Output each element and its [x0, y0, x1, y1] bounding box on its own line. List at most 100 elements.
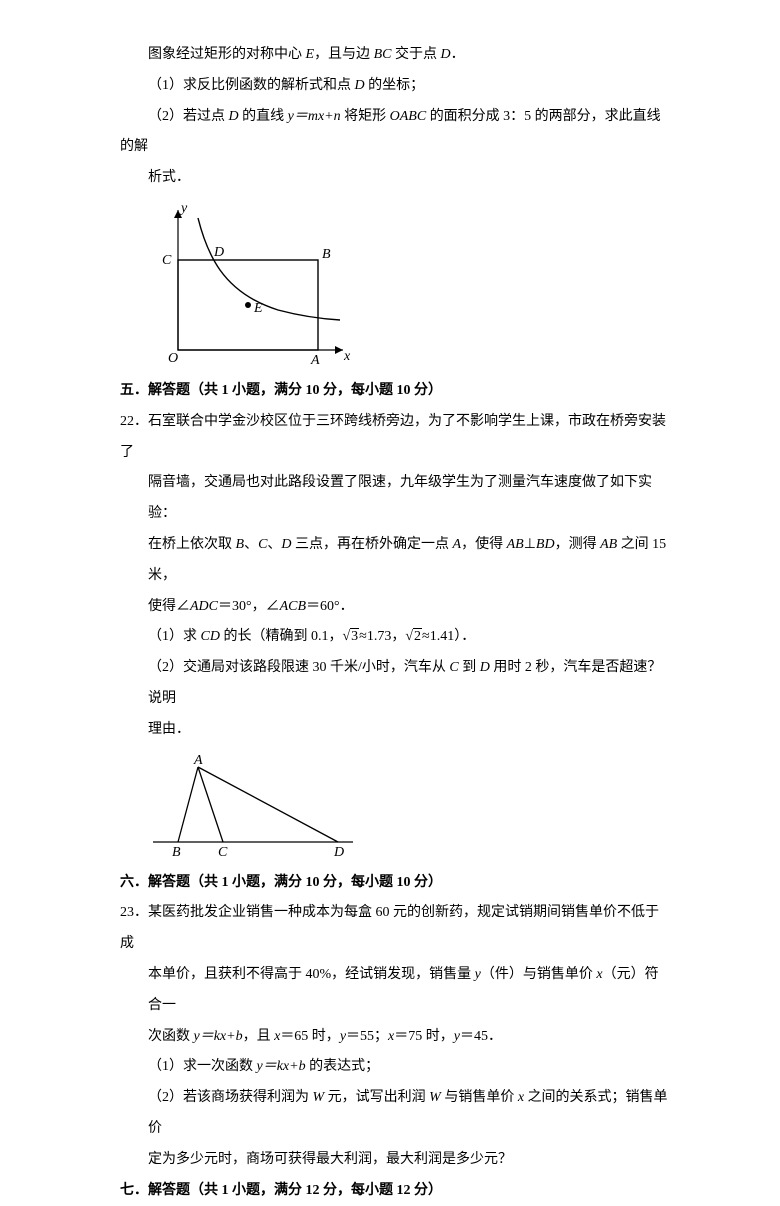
q22-line2: 隔音墙，交通局也对此路段设置了限速，九年级学生为了测量汽车速度做了如下实验：: [120, 468, 670, 530]
var-ADC: ADC: [190, 599, 218, 614]
text: ，且与边: [314, 47, 374, 62]
q21-stem-cont: 图象经过矩形的对称中心 E，且与边 BC 交于点 D．: [120, 40, 670, 71]
section-6-heading: 六．解答题（共 1 小题，满分 10 分，每小题 10 分）: [120, 868, 670, 899]
label-C: C: [218, 845, 228, 860]
text: 、: [267, 537, 281, 552]
q22-sub2-line2: 理由．: [120, 715, 670, 746]
text: 交于点: [391, 47, 440, 62]
q21-figure: y x O A B C D E: [148, 200, 670, 370]
var-CD: CD: [201, 629, 220, 644]
heading-text: 七．解答题（共 1 小题，满分 12 分，每小题 12 分）: [120, 1183, 442, 1198]
text: 在桥上依次取: [148, 537, 236, 552]
eq: y＝mx+n: [288, 109, 341, 124]
eq: y＝kx+b: [194, 1029, 243, 1044]
sqrt3: √3: [342, 622, 359, 653]
q22-sub2-line1: （2）交通局对该路段限速 30 千米/小时，汽车从 C 到 D 用时 2 秒，汽…: [120, 653, 670, 715]
label-A: A: [310, 353, 320, 368]
text: 的表达式；: [306, 1059, 380, 1074]
text: 析式．: [148, 170, 190, 185]
text: ＝60°．: [306, 599, 354, 614]
label-B: B: [322, 247, 331, 262]
q21-continuation: 图象经过矩形的对称中心 E，且与边 BC 交于点 D． （1）求反比例函数的解析…: [120, 40, 670, 194]
var-D: D: [281, 537, 291, 552]
label-A: A: [193, 753, 203, 768]
q22-sub1: （1）求 CD 的长（精确到 0.1，√3≈1.73，√2≈1.41）．: [120, 622, 670, 653]
var-AB: AB: [600, 537, 617, 552]
var-D: D: [440, 47, 450, 62]
text: ≈1.41）．: [422, 629, 475, 644]
q23: 23．某医药批发企业销售一种成本为每盒 60 元的创新药，规定试销期间销售单价不…: [120, 898, 670, 1175]
var-D: D: [229, 109, 239, 124]
text: 隔音墙，交通局也对此路段设置了限速，九年级学生为了测量汽车速度做了如下实验：: [148, 475, 652, 521]
text: 的直线: [239, 109, 288, 124]
heading-text: 六．解答题（共 1 小题，满分 10 分，每小题 10 分）: [120, 875, 442, 890]
q21-sub2-line2: 析式．: [120, 163, 670, 194]
text: （1）求一次函数: [148, 1059, 257, 1074]
text: 22．石室联合中学金沙校区位于三环跨线桥旁边，为了不影响学生上课，市政在桥旁安装…: [120, 414, 666, 460]
label-O: O: [168, 351, 178, 366]
text: 图象经过矩形的对称中心: [148, 47, 306, 62]
text: 三点，再在桥外确定一点: [292, 537, 453, 552]
text: 定为多少元时，商场可获得最大利润，最大利润是多少元？: [148, 1152, 512, 1167]
text: 使得∠: [148, 599, 190, 614]
q22-line3: 在桥上依次取 B、C、D 三点，再在桥外确定一点 A，使得 AB⊥BD，测得 A…: [120, 530, 670, 592]
section-7-heading: 七．解答题（共 1 小题，满分 12 分，每小题 12 分）: [120, 1176, 670, 1206]
heading-text: 五．解答题（共 1 小题，满分 10 分，每小题 10 分）: [120, 383, 442, 398]
text: ＝55；: [346, 1029, 388, 1044]
text: ．: [451, 47, 465, 62]
text: （1）求反比例函数的解析式和点: [148, 78, 355, 93]
text: 理由．: [148, 722, 190, 737]
text: （2）交通局对该路段限速 30 千米/小时，汽车从: [148, 660, 449, 675]
var-A: A: [453, 537, 462, 552]
text: （件）与销售单价: [481, 967, 597, 982]
text: ＝75 时，: [394, 1029, 454, 1044]
q22-figure: A B C D: [148, 752, 670, 862]
q21-sub1: （1）求反比例函数的解析式和点 D 的坐标；: [120, 71, 670, 102]
text: 、: [244, 537, 258, 552]
var-ACB: ACB: [280, 599, 306, 614]
q23-line3: 次函数 y＝kx+b，且 x＝65 时，y＝55；x＝75 时，y＝45．: [120, 1022, 670, 1053]
triangle-figure: A B C D: [148, 752, 358, 862]
text: ＝30°，∠: [218, 599, 280, 614]
sqrt3-val: 3: [350, 628, 359, 644]
label-D: D: [333, 845, 344, 860]
text: 到: [459, 660, 480, 675]
text: 的长（精确到 0.1，: [220, 629, 343, 644]
text: ＝65 时，: [280, 1029, 340, 1044]
text: 本单价，且获利不得高于 40%，经试销发现，销售量: [148, 967, 475, 982]
var-B: B: [236, 537, 245, 552]
q21-sub2-line1: （2）若过点 D 的直线 y＝mx+n 将矩形 OABC 的面积分成 3：5 的…: [120, 102, 670, 164]
sqrt2: √2: [405, 622, 422, 653]
text: （1）求: [148, 629, 201, 644]
q23-sub2-line1: （2）若该商场获得利润为 W 元，试写出利润 W 与销售单价 x 之间的关系式；…: [120, 1083, 670, 1145]
label-E: E: [253, 301, 263, 316]
rect-hyperbola-figure: y x O A B C D E: [148, 200, 354, 370]
eq: y＝kx+b: [257, 1059, 306, 1074]
label-y: y: [179, 201, 188, 216]
text: ，使得: [461, 537, 507, 552]
q23-sub2-line2: 定为多少元时，商场可获得最大利润，最大利润是多少元？: [120, 1145, 670, 1176]
text: ，且: [243, 1029, 275, 1044]
text: ，测得: [555, 537, 601, 552]
var-C: C: [449, 660, 458, 675]
q23-line2: 本单价，且获利不得高于 40%，经试销发现，销售量 y（件）与销售单价 x（元）…: [120, 960, 670, 1022]
text: 将矩形: [341, 109, 390, 124]
label-x: x: [343, 349, 351, 364]
section-5-heading: 五．解答题（共 1 小题，满分 10 分，每小题 10 分）: [120, 376, 670, 407]
label-B: B: [172, 845, 181, 860]
text: 的坐标；: [365, 78, 425, 93]
label-D: D: [213, 245, 224, 260]
var-E: E: [306, 47, 315, 62]
text: （2）若过点: [148, 109, 229, 124]
text: 23．某医药批发企业销售一种成本为每盒 60 元的创新药，规定试销期间销售单价不…: [120, 905, 659, 951]
sqrt2-val: 2: [413, 628, 422, 644]
perp: ⊥: [524, 537, 536, 552]
var-D: D: [355, 78, 365, 93]
text: ＝45．: [460, 1029, 502, 1044]
q23-sub1: （1）求一次函数 y＝kx+b 的表达式；: [120, 1052, 670, 1083]
var-C: C: [258, 537, 267, 552]
var-BD: BD: [536, 537, 555, 552]
var-AB: AB: [507, 537, 524, 552]
q22-line1: 22．石室联合中学金沙校区位于三环跨线桥旁边，为了不影响学生上课，市政在桥旁安装…: [120, 407, 670, 469]
var-BC: BC: [374, 47, 392, 62]
